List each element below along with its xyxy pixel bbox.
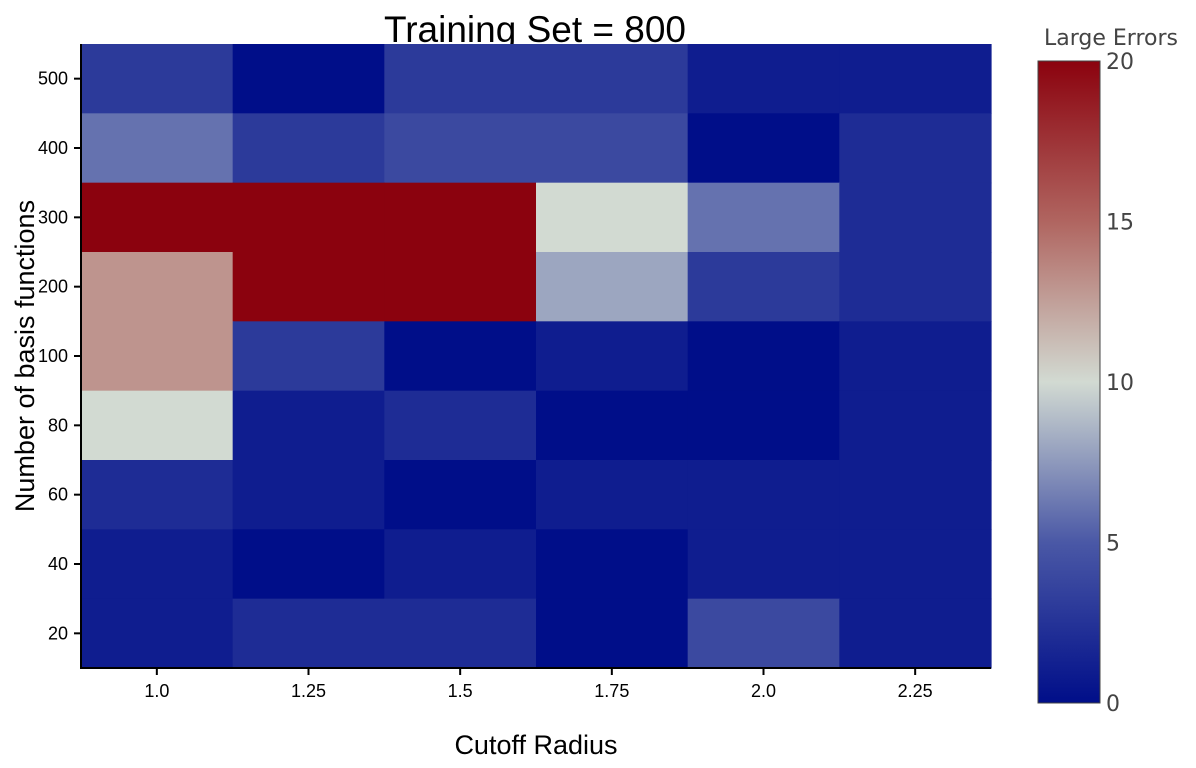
heatmap-cell bbox=[232, 113, 385, 184]
heatmap-cell bbox=[687, 252, 840, 322]
heatmap-cell bbox=[232, 529, 385, 600]
colorbar-tick-label: 5 bbox=[1106, 532, 1120, 557]
heatmap-cell bbox=[536, 529, 689, 600]
heatmap-cell bbox=[232, 182, 385, 253]
x-axis-ticks: 1.0 1.25 1.5 1.75 2.0 2.25 bbox=[144, 668, 933, 701]
heatmap-cell bbox=[687, 113, 840, 184]
heatmap-cell bbox=[232, 598, 385, 669]
y-tick-label: 40 bbox=[48, 554, 68, 574]
heatmap-cell bbox=[232, 44, 385, 114]
colorbar-tick-label: 20 bbox=[1106, 50, 1134, 75]
heatmap-cell bbox=[384, 113, 537, 184]
heatmap-cell bbox=[384, 529, 537, 600]
y-tick-label: 80 bbox=[48, 415, 68, 435]
chart-title: Training Set = 800 bbox=[384, 9, 686, 50]
heatmap-cell bbox=[687, 598, 840, 669]
heatmap-cell bbox=[384, 460, 537, 530]
heatmap-cell bbox=[536, 252, 689, 322]
heatmap-cell bbox=[384, 321, 537, 392]
heatmap-cell bbox=[839, 460, 992, 530]
y-tick-label: 100 bbox=[38, 346, 68, 366]
heatmap-cell bbox=[839, 182, 992, 253]
x-tick-label: 1.0 bbox=[144, 681, 169, 701]
colorbar bbox=[1037, 60, 1101, 704]
heatmap-cell bbox=[839, 390, 992, 461]
heatmap-cell bbox=[536, 44, 689, 114]
heatmap-cell bbox=[687, 321, 840, 392]
colorbar-tick-label: 0 bbox=[1106, 692, 1120, 717]
heatmap-cell bbox=[384, 390, 537, 461]
heatmap-cell bbox=[687, 460, 840, 530]
heatmap-cell bbox=[384, 182, 537, 253]
y-tick-label: 500 bbox=[38, 69, 68, 89]
heatmap-cell bbox=[536, 390, 689, 461]
y-axis-label: Number of basis functions bbox=[10, 200, 40, 512]
y-tick-label: 200 bbox=[38, 277, 68, 297]
heatmap-cell bbox=[81, 529, 234, 600]
colorbar-ticks: 0 5 10 15 20 bbox=[1106, 50, 1134, 717]
heatmap-cell bbox=[536, 182, 689, 253]
heatmap-cell bbox=[81, 252, 234, 322]
heatmap-cell bbox=[687, 44, 840, 114]
y-tick-label: 20 bbox=[48, 623, 68, 643]
heatmap-cell bbox=[81, 113, 234, 184]
heatmap-cell bbox=[232, 460, 385, 530]
heatmap-cell bbox=[839, 252, 992, 322]
heatmap-cell bbox=[536, 321, 689, 392]
heatmap-cell bbox=[81, 598, 234, 669]
y-axis-ticks: 500 400 300 200 100 80 60 40 20 bbox=[38, 69, 81, 643]
heatmap-cell bbox=[687, 529, 840, 600]
x-tick-label: 2.25 bbox=[898, 681, 933, 701]
heatmap-cell bbox=[839, 44, 992, 114]
x-tick-label: 2.0 bbox=[751, 681, 776, 701]
heatmap-cell bbox=[232, 390, 385, 461]
heatmap-cell bbox=[839, 598, 992, 669]
heatmap-cell bbox=[536, 460, 689, 530]
heatmap-cell bbox=[384, 252, 537, 322]
heatmap-cell bbox=[384, 44, 537, 114]
heatmap-cell bbox=[232, 321, 385, 392]
x-axis-label: Cutoff Radius bbox=[454, 730, 617, 760]
colorbar-title: Large Errors bbox=[1044, 26, 1178, 51]
y-tick-label: 60 bbox=[48, 485, 68, 505]
heatmap-cell bbox=[536, 113, 689, 184]
heatmap-cell bbox=[81, 182, 234, 253]
y-tick-label: 300 bbox=[38, 207, 68, 227]
heatmap-cell bbox=[839, 321, 992, 392]
heatmap-cell bbox=[81, 44, 234, 114]
colorbar-tick-label: 15 bbox=[1106, 211, 1134, 236]
heatmap-cell bbox=[232, 252, 385, 322]
heatmap-cell bbox=[81, 321, 234, 392]
x-tick-label: 1.25 bbox=[291, 681, 326, 701]
heatmap-cell bbox=[687, 390, 840, 461]
heatmap-cell bbox=[384, 598, 537, 669]
heatmap-cell bbox=[839, 113, 992, 184]
x-tick-label: 1.75 bbox=[594, 681, 629, 701]
heatmap-cell bbox=[839, 529, 992, 600]
heatmap-cell bbox=[536, 598, 689, 669]
heatmap-cell bbox=[81, 460, 234, 530]
x-tick-label: 1.5 bbox=[448, 681, 473, 701]
heatmap-cell bbox=[687, 182, 840, 253]
heatmap-cell bbox=[81, 390, 234, 461]
y-tick-label: 400 bbox=[38, 138, 68, 158]
heatmap-cells bbox=[81, 44, 992, 669]
colorbar-tick-label: 10 bbox=[1106, 371, 1134, 396]
